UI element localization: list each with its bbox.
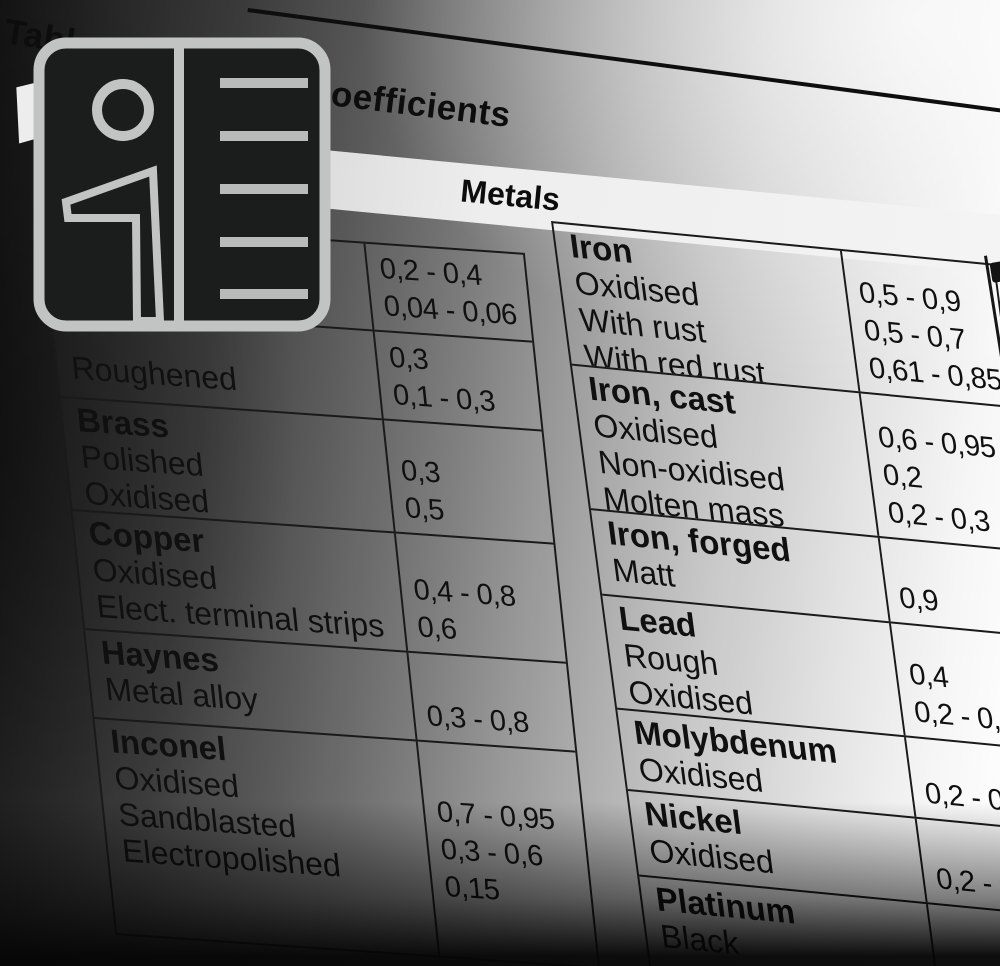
table-row: Inconel Oxidised Sandblasted Electropolishe… (94, 717, 598, 966)
value-cell: 0,9 (880, 538, 1000, 636)
emissivity-value: 0,2 - 0,6 (922, 777, 1000, 820)
icon-divider (174, 48, 184, 321)
value-cell: 0,3 - 0,8 (408, 653, 575, 751)
value-cell: 0,3 0,5 (384, 420, 553, 542)
material-cell: Iron, cast Oxidised Non-oxidised Molten mas… (572, 365, 880, 536)
emissivity-value: 0,9 (897, 581, 941, 619)
value-cell: 0,2 - 0,4 0,04 - 0,06 (365, 244, 532, 341)
value-cell: 0,6 - 0,95 0,2 0,2 - 0,3 (861, 393, 1000, 550)
value-cell: 0,3 0,1 - 0,3 (375, 332, 542, 430)
emissivity-value: 0,2 - 0,6 (912, 695, 1000, 739)
value-cell: 0,9 (928, 904, 1000, 966)
material-cell: Copper Oxidised Elect. terminal strips (72, 510, 409, 651)
material-cell: Inconel Oxidised Sandblasted Electropolishe… (94, 719, 441, 956)
value-cell: 0,4 0,2 - 0,6 (891, 623, 1000, 749)
emissivity-value: 0,9 (947, 958, 1000, 966)
info-table-icon-svg (33, 37, 331, 332)
value-cell: 0,4 - 0,8 0,6 (396, 534, 566, 662)
material-cell: Brass Polished Oxidised (60, 397, 396, 532)
info-table-icon (33, 37, 331, 332)
emissivity-value: 0,3 - 0,8 (425, 700, 531, 740)
value-cell: 0,5 - 0,9 0,5 - 0,7 0,61 - 0,85 (842, 251, 1000, 406)
value-cell: 0,7 - 0,95 0,3 - 0,6 0,15 (418, 742, 598, 966)
material-cell: Iron Oxidised With rust With red rust (553, 223, 861, 392)
value-cell: 0,2 - 0,5 (917, 819, 1000, 917)
